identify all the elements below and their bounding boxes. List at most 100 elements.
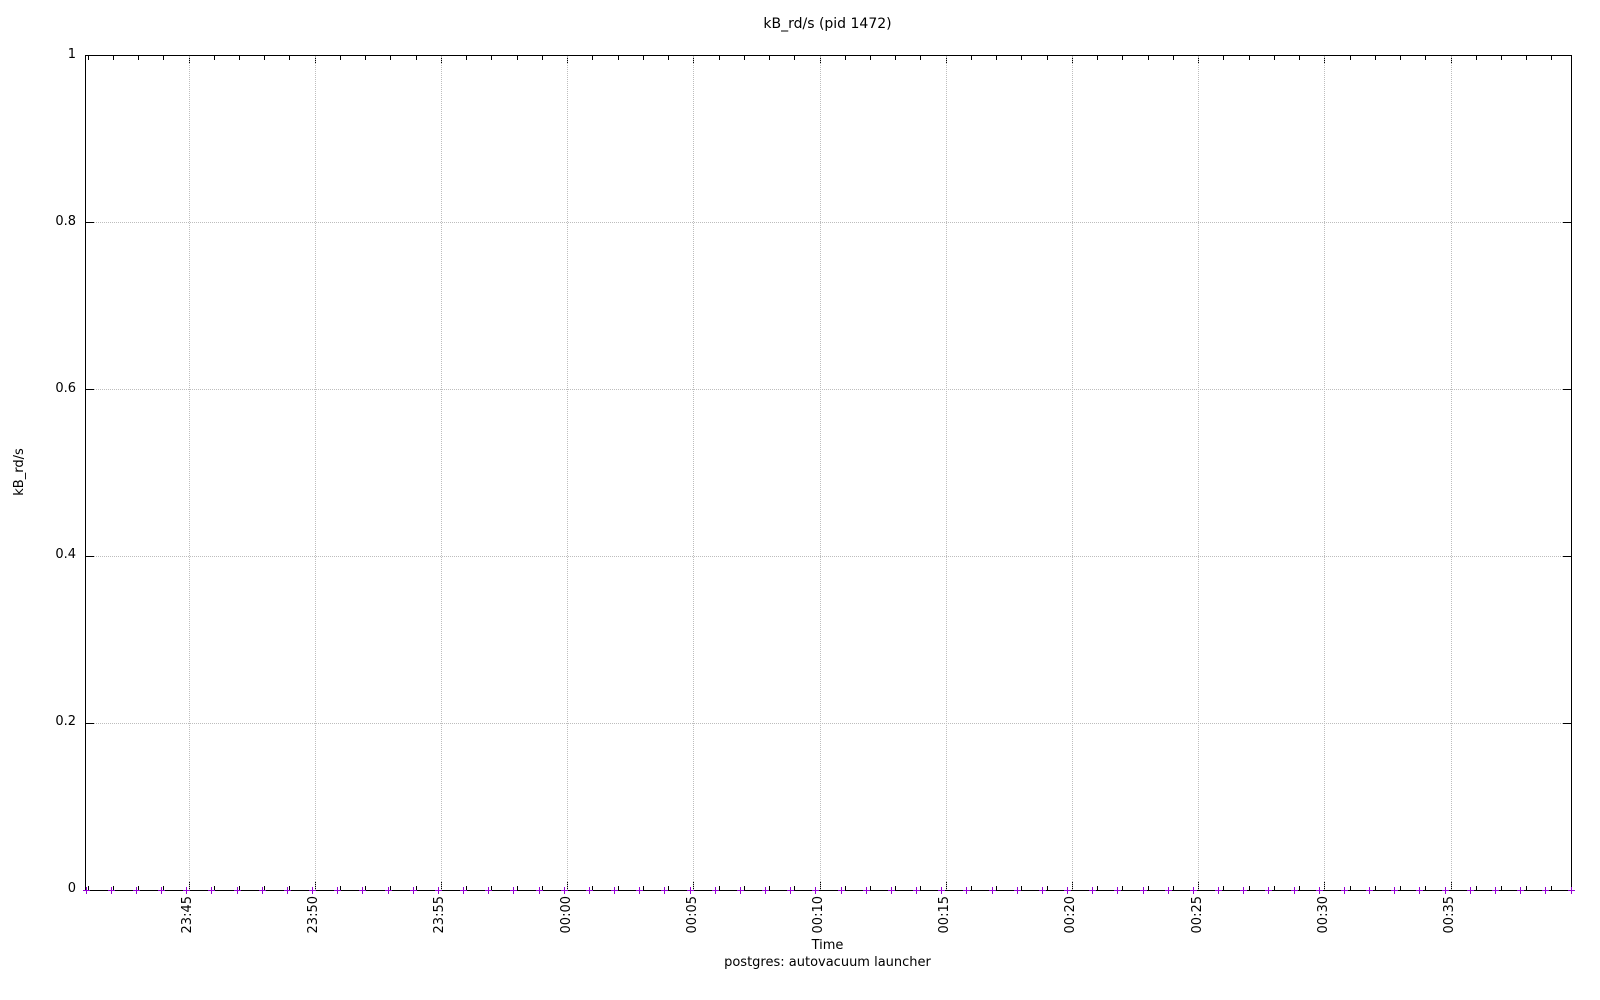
marker-horizontal-bar [812, 889, 820, 891]
marker-horizontal-bar [1416, 889, 1424, 891]
marker-horizontal-bar [258, 889, 266, 891]
data-point-marker [258, 886, 266, 894]
data-point-marker [1491, 886, 1499, 894]
marker-horizontal-bar [913, 889, 921, 891]
data-point-marker [938, 886, 946, 894]
plot-area [82, 55, 1575, 894]
x-gridline [1450, 56, 1452, 890]
marker-horizontal-bar [1064, 889, 1072, 891]
x-minor-tick [541, 886, 543, 890]
x-minor-tick-top [1526, 56, 1528, 60]
x-minor-tick [1122, 886, 1124, 890]
x-minor-tick-top [592, 56, 594, 60]
marker-horizontal-bar [1114, 889, 1122, 891]
data-point-marker [1315, 886, 1323, 894]
x-minor-tick [869, 886, 871, 890]
x-minor-tick-top [390, 56, 392, 60]
x-minor-tick [1551, 886, 1553, 890]
x-tick-label: 00:20 [1063, 896, 1079, 934]
marker-horizontal-bar [1240, 889, 1248, 891]
x-tick-label: 00:35 [1442, 896, 1457, 934]
x-minor-tick-top [1097, 56, 1099, 60]
marker-horizontal-bar [434, 889, 442, 891]
marker-horizontal-bar [1491, 889, 1499, 891]
marker-horizontal-bar [611, 889, 619, 891]
x-tick-label: 00:10 [811, 896, 826, 934]
x-tick-label: 23:45 [180, 896, 195, 934]
data-point-marker [1466, 886, 1474, 894]
x-minor-tick-top [138, 56, 140, 60]
x-minor-tick [213, 886, 215, 890]
data-point-marker [1038, 886, 1046, 894]
marker-horizontal-bar [1215, 889, 1223, 891]
x-tick-label: 00:15 [937, 896, 953, 934]
data-point-marker [384, 886, 392, 894]
data-point-marker [1189, 886, 1197, 894]
x-minor-tick [289, 886, 291, 890]
y-tick-right [1563, 389, 1571, 391]
x-minor-tick [466, 886, 468, 890]
x-minor-tick [87, 886, 89, 890]
x-minor-tick-top [743, 56, 745, 60]
x-minor-tick-top [718, 56, 720, 60]
marker-horizontal-bar [309, 889, 317, 891]
x-minor-tick-top [1425, 56, 1427, 60]
y-tick-label: 1 [67, 47, 76, 62]
y-axis-label: kB_rd/s [12, 448, 27, 496]
x-minor-tick [138, 886, 140, 890]
x-tick-label: 23:55 [432, 896, 448, 934]
x-minor-tick-top [1122, 56, 1124, 60]
y-tick-label: 0.6 [55, 380, 76, 396]
data-point-marker [1416, 886, 1424, 894]
x-minor-tick [1223, 886, 1225, 890]
x-gridline [945, 56, 947, 890]
marker-horizontal-bar [1466, 889, 1474, 891]
x-minor-tick-top [844, 56, 846, 60]
x-minor-tick [390, 886, 392, 890]
data-point-marker [1114, 886, 1122, 894]
data-point-marker [787, 886, 795, 894]
marker-horizontal-bar [158, 889, 165, 891]
data-point-marker [837, 886, 845, 894]
x-minor-tick [1046, 886, 1048, 890]
data-point-marker [585, 886, 593, 894]
marker-horizontal-bar [736, 889, 744, 891]
x-minor-tick [491, 886, 493, 890]
data-point-marker [359, 886, 367, 894]
x-minor-tick [1500, 886, 1502, 890]
x-minor-tick-top [238, 56, 240, 60]
x-minor-tick-top [1046, 56, 1048, 60]
x-minor-tick [668, 886, 670, 890]
marker-horizontal-bar [988, 889, 996, 891]
data-point-marker [1164, 886, 1172, 894]
x-minor-tick-top [920, 56, 922, 60]
x-minor-tick [769, 886, 771, 890]
y-gridline [86, 389, 1571, 391]
x-minor-tick [895, 886, 897, 890]
data-point-marker [334, 886, 342, 894]
x-minor-tick-top [1021, 56, 1023, 60]
x-minor-tick [1475, 886, 1477, 890]
data-point-marker [1441, 886, 1449, 894]
x-gridline [188, 56, 190, 890]
data-point-marker [1366, 886, 1374, 894]
marker-horizontal-bar [1290, 889, 1298, 891]
x-minor-tick [617, 886, 619, 890]
data-point-marker [1240, 886, 1248, 894]
x-minor-tick-top [668, 56, 670, 60]
x-minor-tick-top [516, 56, 518, 60]
x-minor-tick [1349, 886, 1351, 890]
y-tick-right [1563, 222, 1571, 224]
x-minor-tick [238, 886, 240, 890]
x-minor-tick [1248, 886, 1250, 890]
x-minor-tick [264, 886, 266, 890]
series-legend: postgres: autovacuum launcher [724, 955, 931, 970]
x-minor-tick-top [365, 56, 367, 60]
x-minor-tick [920, 886, 922, 890]
x-minor-tick [1021, 886, 1023, 890]
x-minor-tick [794, 886, 796, 890]
data-point-marker [1265, 886, 1273, 894]
x-minor-tick [718, 886, 720, 890]
marker-horizontal-bar [1139, 889, 1147, 891]
x-minor-tick-top [895, 56, 897, 60]
